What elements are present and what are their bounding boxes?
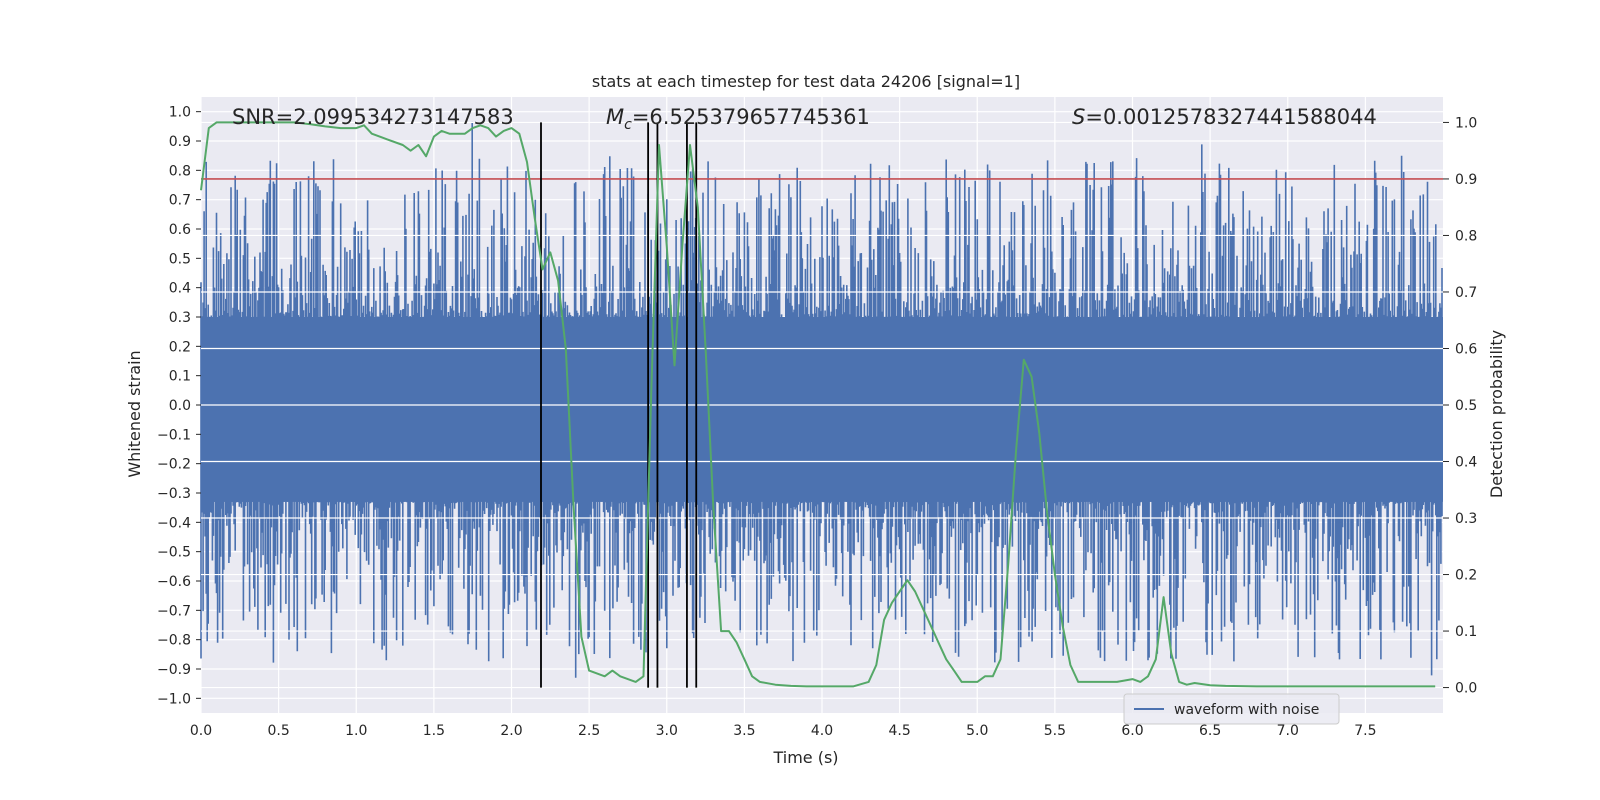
y-tick-label: −0.4 [157,515,191,531]
y-tick-label: 0.1 [169,369,191,385]
y-tick-label: 0.9 [169,134,191,150]
y2-tick-label: 0.0 [1455,681,1477,697]
x-tick-label: 7.0 [1277,723,1299,739]
y2-tick-label: 0.9 [1455,172,1477,188]
y2-axis-label: Detection probability [1487,330,1506,498]
x-tick-label: 5.0 [966,723,988,739]
mc-symbol: M [606,105,624,129]
y2-tick-label: 0.7 [1455,285,1477,301]
y-axis-ticks: 1.0 0.9 0.8 0.7 0.6 0.5 0.4 0.3 0.2 0.1 0.0 −0.1 −0.… [157,105,201,707]
y2-tick-label: 0.8 [1455,228,1477,244]
x-tick-label: 3.0 [656,723,678,739]
y2-tick-label: 0.3 [1455,511,1477,527]
y2-tick-label: 0.1 [1455,624,1477,640]
y2-tick-label: 1.0 [1455,115,1477,131]
y-tick-label: −0.3 [157,486,191,502]
y-tick-label: 0.0 [169,398,191,414]
y-tick-label: 0.4 [169,281,191,297]
waveform-core-band [201,317,1443,502]
x-tick-label: 5.5 [1044,723,1066,739]
y-tick-label: −0.8 [157,633,191,649]
legend: waveform with noise [1123,693,1340,725]
x-tick-label: 2.0 [500,723,522,739]
s-annotation: S=0.0012578327441588044 [1072,105,1377,129]
x-tick-label: 6.0 [1121,723,1143,739]
y2-tick-label: 0.4 [1455,455,1477,471]
x-tick-label: 0.0 [190,723,212,739]
chart-title: stats at each timestep for test data 242… [592,72,1020,91]
y-axis-label: Whitened strain [125,350,144,477]
y2-tick-label: 0.6 [1455,341,1477,357]
x-axis-ticks: 0.0 0.5 1.0 1.5 2.0 2.5 3.0 3.5 4.0 4.5 5.0 5.5 6.0 6… [190,723,1377,739]
mc-value: =6.525379657745361 [632,105,870,129]
probability-line [200,121,1436,688]
x-tick-label: 7.5 [1354,723,1376,739]
x-tick-label: 4.5 [888,723,910,739]
y-tick-label: −0.9 [157,662,191,678]
x-tick-label: 1.5 [423,723,445,739]
x-tick-label: 6.5 [1199,723,1221,739]
y-tick-label: −0.7 [157,603,191,619]
legend-label-waveform: waveform with noise [1174,702,1319,718]
y-tick-label: −0.6 [157,574,191,590]
y-tick-label: 0.7 [169,193,191,209]
y-tick-label: 1.0 [169,105,191,121]
threshold-line [201,121,1443,689]
y-tick-label: 0.2 [169,339,191,355]
series-waveform-with-noise [200,121,1443,678]
x-tick-label: 0.5 [267,723,289,739]
x-axis-label: Time (s) [772,748,838,767]
y2-tick-label: 0.2 [1455,568,1477,584]
y-tick-label: −0.5 [157,545,191,561]
y-tick-label: 0.3 [169,310,191,326]
snr-annotation: SNR=2.099534273147583 [232,105,514,129]
legend-box [1123,693,1340,725]
s-symbol: S [1072,105,1085,129]
x-tick-label: 1.0 [345,723,367,739]
y-tick-label: 0.6 [169,222,191,238]
y-tick-label: −0.2 [157,457,191,473]
x-tick-label: 2.5 [578,723,600,739]
y2-axis-ticks: 1.0 0.9 0.8 0.7 0.6 0.5 0.4 0.3 0.2 0.1 0.0 [1443,115,1477,697]
chirp-mass-annotation: Mc=6.525379657745361 [606,105,870,133]
x-tick-label: 3.5 [733,723,755,739]
x-tick-label: 4.0 [811,723,833,739]
series-detection-probability [200,121,1436,688]
mc-subscript: c [624,117,632,133]
y2-tick-label: 0.5 [1455,398,1477,414]
y-tick-label: 0.8 [169,163,191,179]
y-tick-label: −1.0 [157,691,191,707]
s-value: =0.0012578327441588044 [1085,105,1377,129]
y-tick-label: −0.1 [157,427,191,443]
y-tick-label: 0.5 [169,251,191,267]
